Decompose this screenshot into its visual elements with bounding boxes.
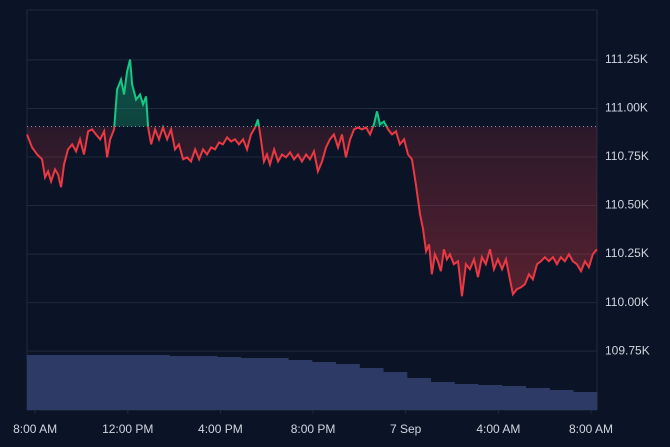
volume-bar [383, 372, 408, 410]
x-tick-label: 8:00 AM [569, 422, 613, 436]
volume-bar [478, 385, 503, 410]
y-tick-label: 111.25K [605, 52, 648, 66]
price-line-down [26, 126, 598, 297]
price-line-up [113, 59, 388, 127]
y-tick-label: 110.75K [605, 149, 649, 163]
y-tick-label: 111.00K [605, 101, 648, 115]
volume-bar [407, 378, 432, 410]
volume-bar [145, 355, 170, 410]
volume-bar [312, 362, 337, 410]
area-down [27, 126, 597, 297]
x-tick-label: 7 Sep [390, 422, 422, 436]
volume-bar [193, 356, 218, 410]
volume-bar [264, 358, 289, 410]
volume-bar [359, 368, 384, 410]
volume-bar [502, 386, 527, 410]
volume-bar [74, 355, 99, 410]
area-up [114, 59, 387, 127]
volume-bar [217, 357, 242, 410]
x-tick-label: 12:00 PM [102, 422, 153, 436]
volume-bar [288, 360, 313, 410]
y-tick-label: 110.00K [605, 295, 649, 309]
volume-bar [122, 355, 147, 410]
volume-bar [169, 356, 194, 410]
volume-bar [27, 355, 52, 410]
volume-bar [454, 384, 479, 410]
volume-bar [430, 382, 455, 410]
y-tick-label: 110.25K [605, 246, 649, 260]
x-tick-label: 8:00 AM [13, 422, 57, 436]
volume-bar [573, 392, 598, 410]
volume-bar [240, 358, 265, 410]
volume-bar [98, 355, 123, 410]
volume-bar [549, 390, 574, 410]
volume-bar [525, 388, 550, 410]
volume-bar [50, 355, 75, 410]
y-tick-label: 109.75K [605, 343, 650, 357]
y-tick-label: 110.50K [605, 198, 649, 212]
x-tick-label: 4:00 PM [198, 422, 243, 436]
x-tick-label: 4:00 AM [476, 422, 520, 436]
x-tick-label: 8:00 PM [291, 422, 336, 436]
volume-bar [335, 364, 360, 410]
